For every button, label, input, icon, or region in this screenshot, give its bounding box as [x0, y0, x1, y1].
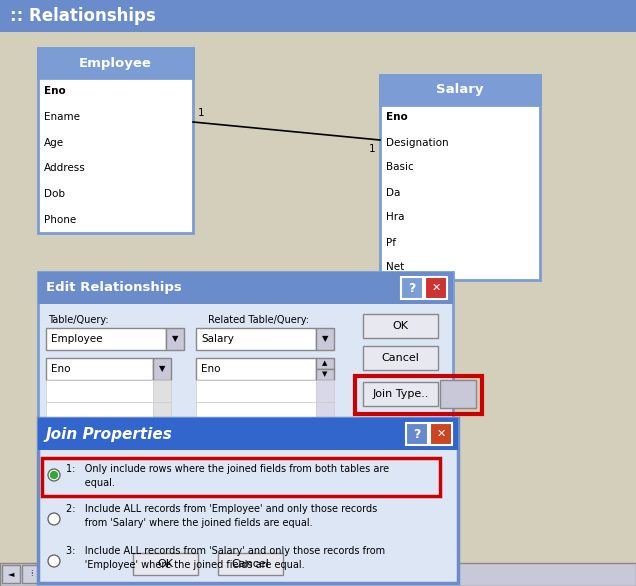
Text: ◄: ◄	[8, 570, 14, 578]
Text: ▲: ▲	[322, 360, 328, 366]
Text: :: Relationships: :: Relationships	[10, 7, 156, 25]
Bar	[401, 277, 423, 299]
Bar	[316, 328, 334, 350]
Bar	[355, 376, 482, 414]
Bar	[363, 382, 438, 406]
Text: Ename: Ename	[44, 112, 80, 122]
Text: ▼: ▼	[322, 335, 328, 343]
Bar	[380, 75, 540, 105]
Bar	[0, 0, 636, 32]
Bar	[0, 563, 636, 586]
Text: OK: OK	[158, 559, 174, 569]
Bar	[38, 272, 453, 487]
Bar	[380, 75, 540, 280]
Text: Salary: Salary	[436, 83, 484, 97]
Bar	[133, 553, 198, 575]
Circle shape	[48, 555, 60, 567]
Text: Age: Age	[44, 138, 64, 148]
Bar	[46, 402, 153, 424]
Text: Edit Relationships: Edit Relationships	[46, 281, 182, 295]
Text: 2:   Include ALL records from 'Employee' and only those records: 2: Include ALL records from 'Employee' a…	[66, 504, 377, 514]
Circle shape	[48, 469, 60, 481]
Text: Basic: Basic	[386, 162, 414, 172]
Bar	[316, 402, 334, 424]
Text: Da: Da	[386, 188, 401, 197]
Text: Address: Address	[44, 163, 86, 173]
Text: 1: 1	[198, 108, 205, 118]
Text: OK: OK	[392, 321, 408, 331]
Bar	[406, 423, 428, 445]
Text: Eno: Eno	[44, 86, 66, 96]
Bar	[38, 272, 453, 304]
Bar	[22, 565, 40, 583]
Bar	[196, 402, 316, 424]
Bar	[42, 458, 440, 496]
Text: Table/Query:: Table/Query:	[48, 315, 109, 325]
Bar	[153, 380, 171, 402]
Text: Join Properties: Join Properties	[46, 427, 173, 441]
Bar	[196, 358, 316, 380]
Text: Dob: Dob	[44, 189, 65, 199]
Bar	[316, 369, 334, 380]
Text: Cancel: Cancel	[382, 353, 419, 363]
Text: Net: Net	[386, 263, 404, 272]
Text: 1: 1	[368, 144, 375, 154]
Text: equal.: equal.	[66, 478, 115, 488]
Circle shape	[48, 513, 60, 525]
Text: ▼: ▼	[172, 335, 178, 343]
Text: from 'Salary' where the joined fields are equal.: from 'Salary' where the joined fields ar…	[66, 518, 313, 528]
Bar	[363, 314, 438, 338]
Text: Eno: Eno	[51, 364, 71, 374]
Bar	[46, 358, 153, 380]
Bar	[46, 328, 166, 350]
Bar	[2, 565, 20, 583]
Bar	[218, 553, 283, 575]
Text: Related Table/Query:: Related Table/Query:	[208, 315, 309, 325]
Bar	[166, 328, 184, 350]
Text: Eno: Eno	[201, 364, 221, 374]
Text: Eno: Eno	[386, 113, 408, 122]
Text: ?: ?	[408, 281, 416, 295]
Bar	[196, 380, 316, 402]
Circle shape	[50, 472, 57, 479]
Text: Employee: Employee	[51, 334, 102, 344]
Text: Designation: Designation	[386, 138, 448, 148]
Text: ▼: ▼	[322, 372, 328, 377]
Bar	[316, 380, 334, 402]
Text: ⁞: ⁞	[30, 570, 32, 578]
Bar	[38, 418, 458, 583]
Text: Pf: Pf	[386, 237, 396, 247]
Bar	[38, 48, 193, 233]
Text: Hra: Hra	[386, 213, 404, 223]
Text: ▼: ▼	[159, 364, 165, 373]
Text: 'Employee' where the joined fields are equal.: 'Employee' where the joined fields are e…	[66, 560, 305, 570]
Bar	[196, 328, 316, 350]
Bar	[38, 48, 193, 78]
Bar	[153, 358, 171, 380]
Bar	[363, 346, 438, 370]
Text: 3:   Include ALL records from 'Salary' and only those records from: 3: Include ALL records from 'Salary' and…	[66, 546, 385, 556]
Bar	[430, 423, 452, 445]
Text: Phone: Phone	[44, 215, 76, 225]
Text: ?: ?	[413, 428, 420, 441]
Bar	[440, 380, 476, 408]
Bar	[46, 380, 153, 402]
Text: Salary: Salary	[201, 334, 234, 344]
Text: 1:   Only include rows where the joined fields from both tables are: 1: Only include rows where the joined fi…	[66, 464, 389, 474]
Text: Join Type..: Join Type..	[372, 389, 429, 399]
Bar	[316, 358, 334, 369]
Text: Employee: Employee	[79, 56, 152, 70]
Text: ✕: ✕	[436, 429, 446, 439]
Bar	[38, 418, 458, 450]
Bar	[153, 402, 171, 424]
Text: ✕: ✕	[431, 283, 441, 293]
Text: Cancel: Cancel	[232, 559, 270, 569]
Bar	[425, 277, 447, 299]
